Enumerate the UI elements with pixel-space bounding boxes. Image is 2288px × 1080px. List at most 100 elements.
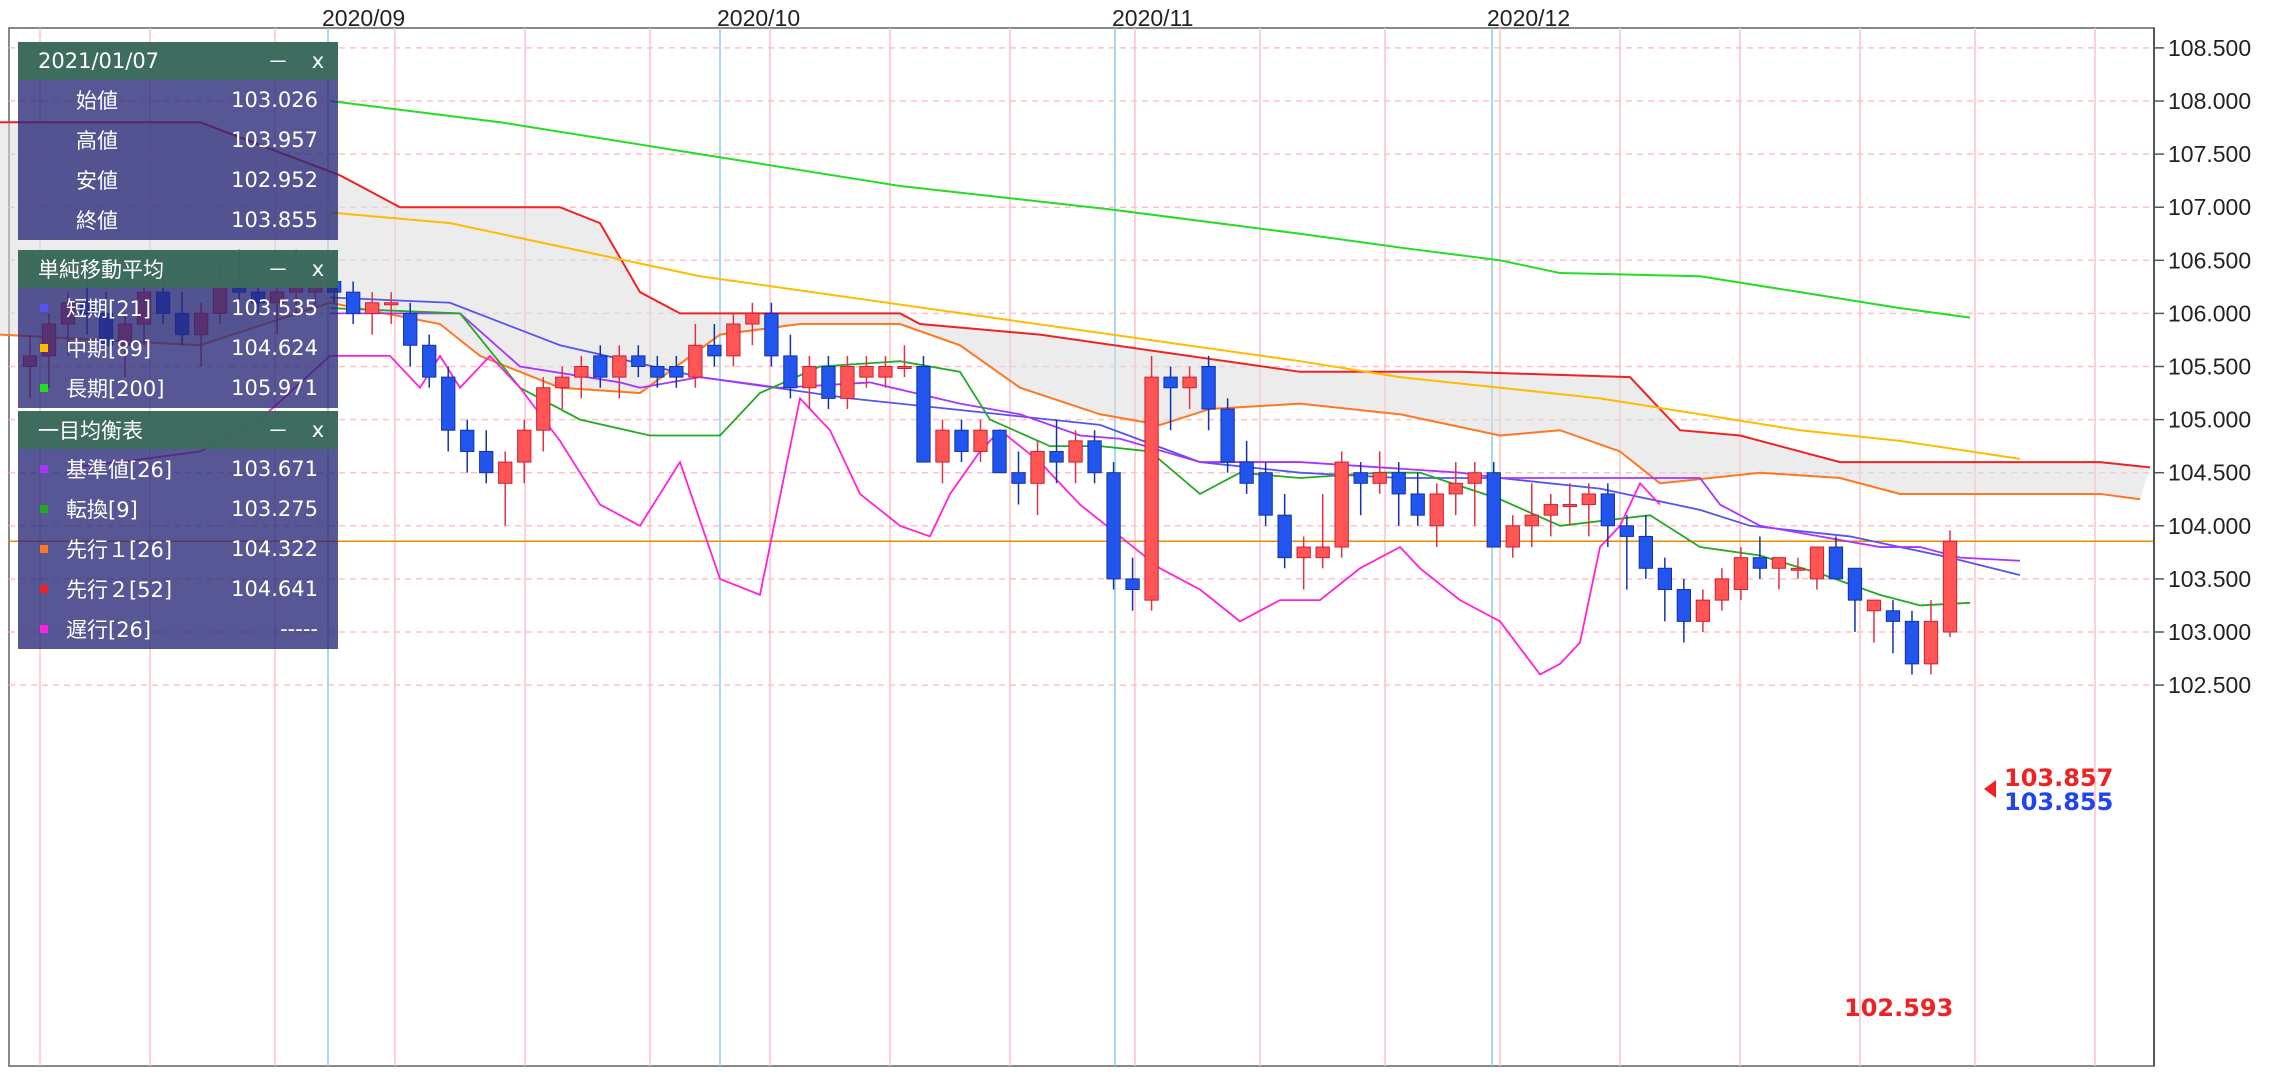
candle [612, 345, 627, 399]
panel-row-label: 短期[21] [66, 297, 152, 321]
legend-swatch [40, 625, 48, 633]
close-button[interactable]: x [311, 49, 325, 73]
candle-body [479, 450, 494, 474]
panel-row-value: 105.971 [231, 376, 318, 400]
candle [1866, 599, 1882, 643]
panel-row-value: 104.624 [231, 336, 318, 360]
minimize-button[interactable]: － [267, 50, 289, 74]
candle [669, 355, 684, 388]
candle [1923, 600, 1939, 675]
candle [1125, 557, 1140, 611]
candle [1790, 557, 1806, 579]
cloud-fill [0, 122, 2150, 500]
candle [1562, 483, 1577, 526]
panel-row: 終値 103.855 [18, 200, 338, 240]
candle [631, 345, 646, 378]
panel-row-value: 103.026 [231, 88, 318, 112]
candle-body [1467, 472, 1482, 484]
candle [1163, 366, 1178, 431]
candle [1258, 462, 1273, 526]
panel-row-value: 104.641 [231, 577, 318, 601]
sma-panel: 単純移動平均 － x 短期[21] 103.535 中期[89] 104.624 長期[… [18, 250, 338, 408]
panel-row-label: 転換[9] [66, 498, 138, 522]
panel-date: 2021/01/07 [38, 49, 160, 73]
candle-body [1676, 589, 1692, 622]
candle-body [422, 344, 437, 378]
candle [403, 302, 418, 367]
candle [1733, 547, 1749, 601]
candle [1657, 557, 1673, 622]
candle-body [1581, 493, 1596, 506]
candle [802, 355, 817, 409]
sma-close-button[interactable]: x [311, 257, 325, 281]
panel-row-label: 基準値[26] [66, 458, 173, 482]
sma-minimize-button[interactable]: － [267, 258, 289, 282]
candle-body [1638, 535, 1653, 569]
candle-body [441, 376, 456, 431]
candle [1581, 483, 1596, 537]
senkou1-line [0, 301, 2141, 501]
sma-panel-header[interactable]: 単純移動平均 － x [18, 250, 338, 288]
month-label: 2020/12 [1487, 5, 1570, 31]
candle [973, 419, 988, 463]
candle-body [1600, 493, 1615, 527]
ichimoku-close-button[interactable]: x [311, 418, 325, 442]
candle [992, 429, 1007, 474]
candle-body [498, 461, 513, 484]
axis-tick-label: 106.500 [2168, 247, 2251, 273]
candle-body [764, 312, 779, 357]
candle [650, 355, 665, 388]
candle-body [897, 366, 912, 369]
ohlc-panel-header[interactable]: 2021/01/07 － x [18, 42, 338, 80]
panel-row-label: 先行１[26] [66, 538, 173, 562]
candle [1277, 493, 1292, 569]
candle [1220, 398, 1235, 473]
candle-body [1448, 482, 1463, 495]
candle-body [1277, 514, 1292, 559]
candle [1353, 462, 1368, 516]
candle-body [1828, 546, 1844, 580]
candle [422, 334, 437, 388]
legend-swatch [40, 585, 48, 593]
candle-body [1657, 567, 1673, 591]
candle [688, 324, 703, 388]
candle-body [1106, 472, 1121, 580]
price-arrow-icon [1984, 780, 1996, 798]
candle-body [1125, 578, 1140, 591]
candle [1372, 451, 1387, 494]
candle-body [460, 429, 475, 452]
candle-body [384, 302, 399, 306]
candle [745, 302, 760, 346]
panel-row: 長期[200] 105.971 [18, 368, 338, 408]
candle-body [973, 429, 988, 452]
ichimoku-panel-header[interactable]: 一目均衡表 － x [18, 411, 338, 449]
candle-body [1752, 557, 1768, 569]
legend-swatch [40, 505, 48, 513]
legend-swatch [40, 384, 48, 392]
legend-swatch [40, 465, 48, 473]
candle [878, 355, 893, 388]
axis-tick-label: 107.500 [2168, 141, 2251, 167]
candle [1676, 578, 1692, 643]
candle-body [1543, 504, 1558, 516]
ichimoku-minimize-button[interactable]: － [267, 419, 289, 443]
candle [346, 281, 361, 325]
candle-body [840, 366, 855, 399]
candle [764, 302, 779, 367]
legend-swatch [40, 344, 48, 352]
candle [1011, 451, 1026, 505]
axis-tick-label: 103.500 [2168, 566, 2251, 592]
candle-body [555, 376, 570, 389]
sma-title: 単純移動平均 [38, 258, 164, 282]
candle-body [1144, 376, 1159, 601]
candle-body [821, 366, 836, 399]
candle-body [1258, 472, 1273, 516]
candle [1201, 355, 1216, 431]
candle-body [1334, 461, 1349, 548]
axis-tick-label: 105.500 [2168, 354, 2251, 380]
candle-body [1505, 525, 1520, 548]
candle [1049, 419, 1064, 484]
candle [460, 419, 475, 473]
